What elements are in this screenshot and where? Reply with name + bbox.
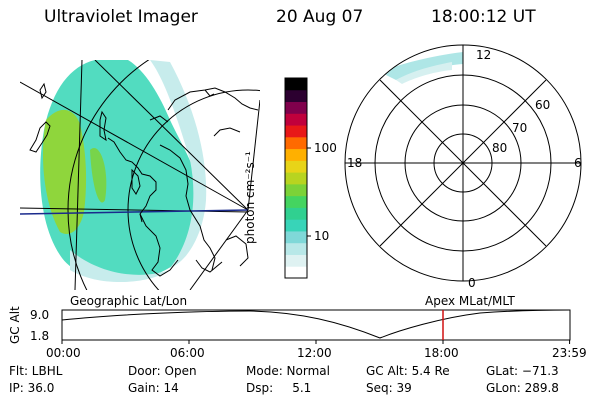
lat-label-70: 70 xyxy=(512,121,528,135)
mlt-label-12: 12 xyxy=(476,48,492,62)
colorbar-tick-10: 10 xyxy=(314,229,330,243)
timeline-xtick-2359: 23:59 xyxy=(552,346,587,360)
colorbar-segment xyxy=(285,195,307,208)
timeline-xtick-0600: 06:00 xyxy=(170,346,205,360)
instrument-title: Ultraviolet Imager xyxy=(44,7,198,27)
colorbar-segment xyxy=(285,78,307,91)
colorbar xyxy=(284,77,311,279)
colorbar-segment xyxy=(285,230,307,244)
aurora-bright-band xyxy=(42,109,87,234)
glat-info: GLat: −71.3 xyxy=(486,364,559,378)
lat-label-60: 60 xyxy=(535,98,551,112)
apex-label: Apex MLat/MLT xyxy=(425,294,515,308)
glon-info: GLon: 289.8 xyxy=(486,381,559,395)
aurora-faint-edge xyxy=(150,60,207,268)
coastlines xyxy=(29,82,259,277)
colorbar-tick-100: 100 xyxy=(314,141,337,155)
timeline-xtick-1800: 18:00 xyxy=(424,346,459,360)
ip-info: IP: 36.0 xyxy=(9,381,55,395)
observation-date: 20 Aug 07 xyxy=(276,7,364,27)
colorbar-segment xyxy=(285,219,307,232)
mlt-label-6: 6 xyxy=(574,156,582,170)
colorbar-segment xyxy=(285,101,307,114)
altitude-timeline xyxy=(61,309,571,344)
dsp-info: Dsp: 5.1 xyxy=(246,381,312,395)
door-info: Door: Open xyxy=(128,364,197,378)
colorbar-segment xyxy=(285,266,307,279)
gc-alt-info: GC Alt: 5.4 Re xyxy=(366,364,450,378)
colorbar-segment xyxy=(285,113,307,126)
polar-emission-arc xyxy=(380,52,463,80)
timeline-ytick-low: 1.8 xyxy=(30,329,50,343)
colorbar-segment xyxy=(285,136,307,150)
geographic-map xyxy=(20,60,260,290)
timeline-ylabel: GC Alt xyxy=(8,306,22,344)
colorbar-segment xyxy=(285,172,307,185)
colorbar-segment xyxy=(285,254,307,267)
colorbar-segment xyxy=(285,160,307,173)
colorbar-segment xyxy=(285,207,307,220)
altitude-curve xyxy=(61,309,571,339)
colorbar-segment xyxy=(285,148,307,161)
mlt-label-0: 0 xyxy=(468,276,476,290)
timeline-ytick-high: 9.0 xyxy=(30,308,50,322)
colorbar-label: photon cm⁻²s⁻¹ xyxy=(243,151,257,244)
colorbar-segment xyxy=(285,125,307,138)
colorbar-segment xyxy=(285,89,307,103)
polar-plot xyxy=(344,44,582,282)
observation-time: 18:00:12 UT xyxy=(431,7,536,27)
mlt-label-18: 18 xyxy=(347,156,363,170)
filter-info: Flt: LBHL xyxy=(9,364,63,378)
colorbar-segment xyxy=(285,242,307,255)
timeline-xtick-1200: 12:00 xyxy=(297,346,332,360)
gain-info: Gain: 14 xyxy=(128,381,179,395)
lat-label-80: 80 xyxy=(492,141,508,155)
geographic-label: Geographic Lat/Lon xyxy=(70,294,188,308)
seq-info: Seq: 39 xyxy=(366,381,412,395)
colorbar-segment xyxy=(285,183,307,197)
timeline-xtick-0000: 00:00 xyxy=(46,346,81,360)
mode-info: Mode: Normal xyxy=(246,364,330,378)
